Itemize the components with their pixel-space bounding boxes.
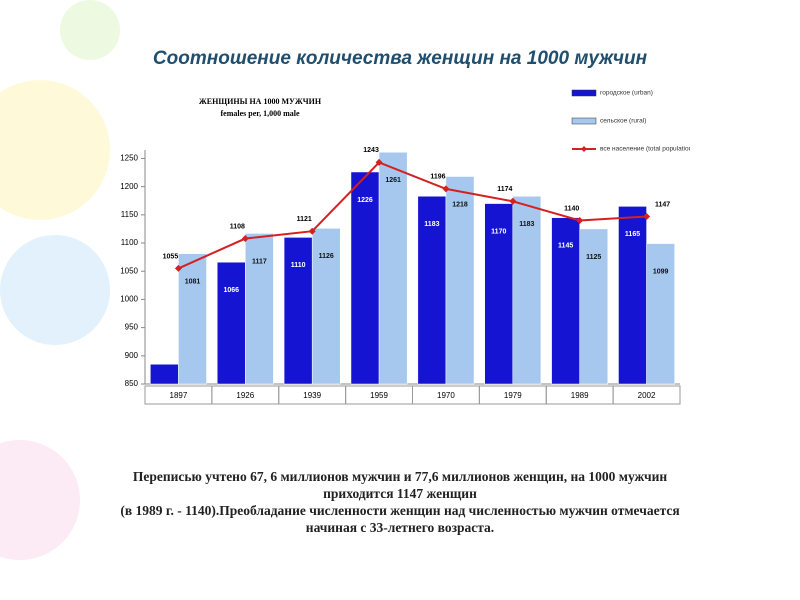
- line-marker: [509, 197, 517, 205]
- line-value-label: 1243: [363, 147, 379, 154]
- line-marker: [442, 185, 450, 193]
- y-tick-label: 900: [125, 351, 139, 360]
- line-value-label: 1108: [230, 223, 245, 230]
- bar-value-label: 1183: [424, 221, 439, 228]
- balloon: [60, 0, 120, 60]
- bar-value-label: 1125: [586, 254, 601, 261]
- y-tick-label: 1150: [121, 210, 139, 219]
- line-marker: [174, 264, 182, 272]
- x-tick-label: 1939: [303, 391, 321, 400]
- y-tick-label: 1100: [121, 238, 139, 247]
- legend-marker: [581, 146, 587, 152]
- x-tick-label: 1897: [170, 391, 188, 400]
- line-value-label: 1196: [430, 174, 445, 181]
- chart-title: ЖЕНЩИНЫ НА 1000 МУЖЧИН: [199, 97, 322, 106]
- chart-subtitle: females per, 1,000 male: [220, 109, 299, 118]
- bar: [484, 203, 514, 385]
- legend-swatch: [571, 117, 597, 125]
- bar: [445, 176, 475, 385]
- balloon: [0, 440, 80, 560]
- y-tick-label: 850: [125, 379, 139, 388]
- bar-value-label: 1226: [357, 197, 373, 204]
- line-marker: [375, 158, 383, 166]
- line-marker: [308, 227, 316, 235]
- line-value-label: 1140: [564, 205, 579, 212]
- bar-value-label: 1218: [452, 201, 468, 208]
- balloon: [0, 235, 110, 345]
- bar-value-label: 885: [159, 389, 171, 396]
- bar-value-label: 1066: [223, 287, 239, 294]
- bar: [283, 237, 313, 385]
- legend-label: все население (total population): [600, 146, 690, 153]
- bar: [579, 228, 609, 385]
- bar: [417, 195, 447, 385]
- bar-value-label: 1170: [491, 228, 506, 235]
- bar-value-label: 1110: [291, 262, 306, 269]
- bar-value-label: 1081: [185, 279, 201, 286]
- bar: [178, 253, 207, 385]
- line-value-label: 1174: [497, 186, 512, 193]
- x-tick-label: 1979: [504, 391, 522, 400]
- bar-value-label: 1261: [385, 177, 401, 184]
- bar-value-label: 1165: [625, 231, 640, 238]
- bar-value-label: 1126: [319, 253, 334, 260]
- legend-swatch: [571, 89, 597, 97]
- bar: [512, 195, 542, 385]
- bar: [311, 228, 341, 385]
- x-tick-label: 1959: [370, 391, 388, 400]
- bar: [245, 233, 274, 385]
- footer-paragraph: (в 1989 г. - 1140).Преобладание численно…: [120, 503, 680, 535]
- chart: ЖЕНЩИНЫ НА 1000 МУЖЧИН females per, 1,00…: [110, 85, 690, 440]
- x-tick-label: 1970: [437, 391, 455, 400]
- slide-title: Соотношение количества женщин на 1000 му…: [152, 48, 648, 69]
- line-value-label: 1055: [163, 253, 179, 260]
- y-tick-label: 1250: [120, 154, 138, 163]
- footer: Переписью учтено 67, 6 миллионов мужчин …: [110, 468, 690, 536]
- line-marker: [241, 235, 249, 243]
- y-tick-label: 1000: [120, 295, 138, 304]
- balloon: [0, 80, 110, 220]
- line-value-label: 1147: [655, 201, 670, 208]
- bar: [646, 243, 675, 385]
- bar: [150, 364, 179, 385]
- legend-label: сельское (rural): [600, 118, 646, 125]
- bar: [618, 206, 647, 385]
- line: [178, 161, 647, 270]
- bar-value-label: 1183: [519, 221, 534, 228]
- bar-value-label: 1145: [558, 243, 573, 250]
- x-tick-label: 2002: [638, 391, 656, 400]
- footer-paragraph: Переписью учтено 67, 6 миллионов мужчин …: [132, 469, 668, 501]
- line-marker: [643, 213, 651, 221]
- y-tick-label: 950: [125, 323, 139, 332]
- legend-label: городское (urban): [600, 90, 653, 97]
- line-marker: [576, 216, 584, 224]
- bar: [216, 261, 246, 385]
- x-tick-label: 1989: [571, 391, 589, 400]
- y-tick-label: 1200: [120, 182, 138, 191]
- x-tick-label: 1926: [236, 391, 254, 400]
- category-cell: [612, 385, 681, 405]
- line-value-label: 1121: [297, 216, 312, 223]
- bar: [551, 217, 580, 385]
- bar-value-label: 1099: [653, 268, 669, 275]
- bar: [378, 152, 408, 385]
- bar: [350, 171, 380, 385]
- bar-value-label: 1117: [252, 258, 267, 265]
- y-tick-label: 1050: [120, 266, 138, 275]
